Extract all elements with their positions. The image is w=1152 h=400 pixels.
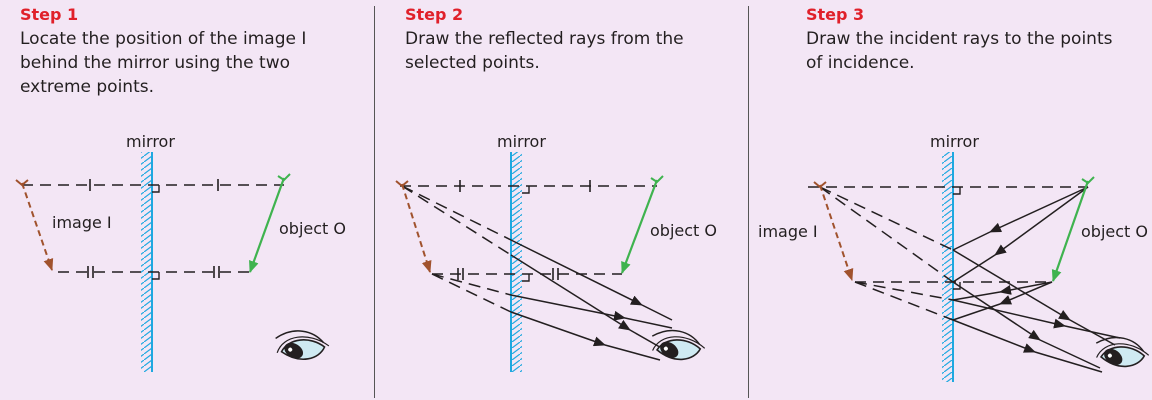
step-1-mirror xyxy=(141,152,153,372)
step-2-object-label: object O xyxy=(650,221,717,240)
eye-icon xyxy=(651,329,706,361)
step-3-object-arrow xyxy=(1051,176,1095,282)
step-3-description-line-1: Draw the incident rays to the points xyxy=(806,29,1113,49)
step-3-description: Draw the incident rays to the points of … xyxy=(806,27,1146,75)
step-3-mirror xyxy=(942,152,954,382)
step-3-top-construction-line xyxy=(808,186,1088,195)
step-1-description-line-1: Locate the position of the image I xyxy=(20,29,307,49)
step-1-image-arrow xyxy=(15,179,54,271)
step-1-image-label: image I xyxy=(52,213,112,232)
step-1-object-label: object O xyxy=(279,219,346,238)
step-1-description-line-2: behind the mirror using the two xyxy=(20,53,290,73)
step-3-mirror-label: mirror xyxy=(930,132,979,151)
divider-1 xyxy=(374,6,375,398)
step-3-title: Step 3 xyxy=(806,5,865,24)
step-1-panel: Step 1 Locate the position of the image … xyxy=(0,0,372,400)
step-2-description: Draw the reflected rays from the selecte… xyxy=(405,27,735,75)
step-1-description-line-3: extreme points. xyxy=(20,77,154,97)
step-1-bottom-construction-line xyxy=(58,266,250,280)
step-1-title: Step 1 xyxy=(20,5,79,24)
step-2-bottom-construction-line xyxy=(432,268,622,282)
step-2-image-arrow xyxy=(395,180,432,273)
step-2-top-construction-line xyxy=(400,180,657,194)
step-1-object-arrow xyxy=(248,173,291,273)
step-3-reflected-rays xyxy=(952,249,1121,373)
step-3-description-line-2: of incidence. xyxy=(806,53,915,73)
divider-2 xyxy=(748,6,749,398)
step-3-incident-rays xyxy=(952,186,1089,321)
step-1-description: Locate the position of the image I behin… xyxy=(20,27,365,99)
step-2-description-line-1: Draw the reflected rays from the xyxy=(405,29,684,49)
step-2-diagram: mirror xyxy=(395,132,717,372)
eye-icon xyxy=(1095,336,1150,368)
step-2-description-line-2: selected points. xyxy=(405,53,540,73)
step-3-object-label: object O xyxy=(1081,222,1148,241)
step-3-image-label: image I xyxy=(758,222,818,241)
step-2-mirror-label: mirror xyxy=(497,132,546,151)
step-2-panel: Step 2 Draw the reflected rays from the … xyxy=(395,5,735,372)
step-3-image-arrow xyxy=(813,181,854,281)
step-2-title: Step 2 xyxy=(405,5,464,24)
step-2-mirror xyxy=(510,152,522,372)
step-2-object-arrow xyxy=(620,175,664,274)
step-1-diagram: mirror xyxy=(15,132,346,372)
step-1-mirror-label: mirror xyxy=(126,132,175,151)
eye-icon xyxy=(275,330,330,360)
step-1-top-construction-line xyxy=(22,179,284,193)
step-3-virtual-rays xyxy=(819,186,954,321)
step-2-reflected-rays xyxy=(401,185,673,361)
